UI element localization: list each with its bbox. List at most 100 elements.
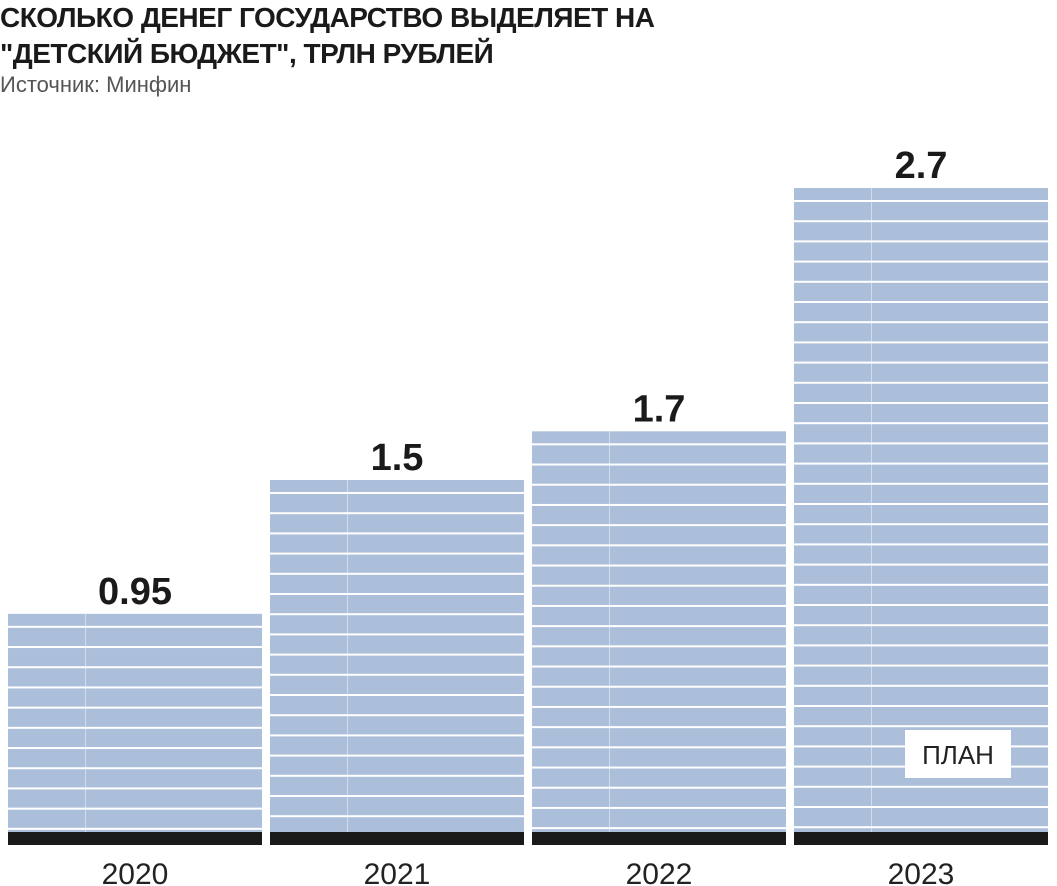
stripe (532, 524, 786, 527)
stripe (532, 827, 786, 830)
x-tick-label: 2022 (626, 858, 693, 886)
stripe (8, 767, 262, 770)
stripe (532, 685, 786, 688)
stripe (270, 653, 524, 656)
stripe (794, 523, 1048, 526)
stripe (270, 572, 524, 575)
stripe (794, 604, 1048, 606)
stripe (794, 301, 1048, 303)
stripe (794, 341, 1048, 344)
stripe (532, 726, 786, 729)
bar (270, 480, 524, 845)
stripe (8, 666, 262, 669)
stripe (794, 705, 1048, 707)
stripe (270, 613, 524, 616)
stripe (8, 787, 262, 790)
stripe (8, 625, 262, 628)
stripe (794, 361, 1048, 364)
stripe (270, 532, 524, 535)
stripe (8, 747, 262, 750)
stripe (794, 543, 1048, 546)
stripe (270, 714, 524, 717)
stripe (794, 583, 1048, 586)
stripe (270, 774, 524, 777)
stripe (794, 806, 1048, 808)
annotation: ПЛАН (922, 740, 994, 770)
stripe (532, 584, 786, 587)
stripe (8, 686, 262, 689)
x-tick-label: 2021 (364, 858, 431, 886)
stripe (270, 754, 524, 757)
stripe-vertical (85, 613, 86, 845)
stripe (532, 746, 786, 749)
stripe (794, 442, 1048, 445)
stripe (532, 564, 786, 567)
stripe (794, 664, 1048, 667)
stripe (794, 321, 1048, 324)
stripe (532, 443, 786, 446)
x-tick-label: 2020 (102, 858, 169, 886)
stripe-vertical (871, 188, 872, 845)
stripe-vertical (347, 480, 348, 845)
stripe (270, 512, 524, 515)
stripe (794, 422, 1048, 425)
value-label: 1.7 (633, 388, 686, 430)
stripe (794, 402, 1048, 404)
stripe (794, 644, 1048, 647)
stripe-vertical (609, 431, 610, 845)
stripe (794, 260, 1048, 263)
x-tick-label: 2023 (888, 858, 955, 886)
stripe (794, 482, 1048, 485)
stripe (270, 673, 524, 676)
stripe (270, 795, 524, 797)
stripe (8, 706, 262, 709)
stripe (532, 604, 786, 607)
stripe (794, 220, 1048, 223)
value-label: 2.7 (895, 145, 948, 187)
stripe (270, 552, 524, 555)
bar-base (270, 832, 524, 845)
stripe (794, 200, 1048, 202)
stripe (532, 766, 786, 769)
stripe (794, 563, 1048, 566)
stripe (270, 815, 524, 818)
bar-base (794, 832, 1048, 845)
stripe (8, 726, 262, 729)
stripe (270, 593, 524, 595)
stripe (794, 624, 1048, 627)
stripe (794, 240, 1048, 243)
stripe (794, 826, 1048, 829)
stripe (270, 633, 524, 636)
stripe (270, 734, 524, 737)
stripe (532, 786, 786, 789)
annotation-box (905, 730, 1011, 778)
stripe (794, 785, 1048, 788)
stripe (532, 705, 786, 708)
value-label: 1.5 (371, 437, 424, 479)
stripe (794, 503, 1048, 505)
stripe (532, 665, 786, 668)
stripe (532, 645, 786, 648)
chart-title: СКОЛЬКО ДЕНЕГ ГОСУДАРСТВО ВЫДЕЛЯЕТ НА "Д… (0, 2, 655, 69)
stripe (532, 806, 786, 809)
stripe (794, 381, 1048, 384)
stripe (8, 807, 262, 810)
value-label: 0.95 (98, 571, 172, 613)
stripe (794, 684, 1048, 687)
stripe (532, 625, 786, 628)
stripe (270, 694, 524, 696)
chart-subtitle: Источник: Минфин (0, 72, 192, 97)
bar-base (8, 832, 262, 845)
bar-base (532, 832, 786, 845)
stripe (794, 725, 1048, 728)
stripe (794, 462, 1048, 465)
bar (8, 613, 262, 845)
stripe (794, 280, 1048, 283)
stripe (532, 503, 786, 506)
stripe (532, 544, 786, 547)
stripe (532, 463, 786, 466)
bar (532, 431, 786, 845)
stripe (532, 483, 786, 486)
